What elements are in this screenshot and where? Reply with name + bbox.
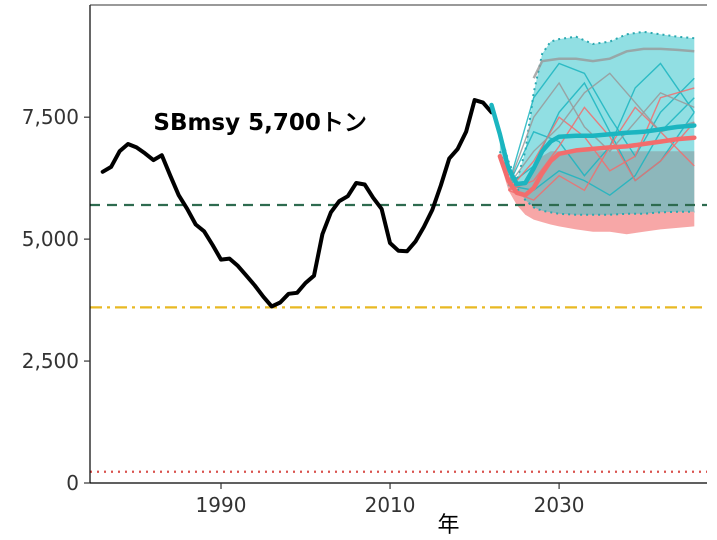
y-tick-label: 2,500 xyxy=(22,349,79,373)
sample-path-7 xyxy=(507,87,695,191)
projection-mean-cyan-line xyxy=(489,102,697,187)
cyan-band-upper-edge xyxy=(498,30,695,184)
sample-path-8 xyxy=(507,81,695,186)
band-layer xyxy=(498,30,695,235)
x-tick-label: 2030 xyxy=(534,493,585,517)
sample-path-3 xyxy=(508,97,695,197)
x-tick-label: 2010 xyxy=(365,493,416,517)
x-axis-title: 年 xyxy=(437,513,459,538)
y-tick-label: 5,000 xyxy=(22,227,79,251)
y-tick-label: 0 xyxy=(66,471,79,495)
sample-path-9 xyxy=(507,72,695,186)
sbmsy-annotation: SBmsy 5,700トン xyxy=(153,110,367,136)
grey-envelope-line xyxy=(532,47,695,79)
reference-line-layer xyxy=(90,203,707,473)
sample-path-1 xyxy=(507,62,695,186)
sample-path-5 xyxy=(508,106,695,191)
y-tick-label: 7,500 xyxy=(22,105,79,129)
series-layer xyxy=(100,98,697,309)
sample-path-4 xyxy=(507,62,695,186)
axis-layer: 0 2,500 5,000 7,500 1990 2010 2030 xyxy=(22,4,707,517)
x-tick-label: 1990 xyxy=(196,493,247,517)
history-line xyxy=(100,98,494,309)
projection-mean-red-line xyxy=(497,135,697,198)
